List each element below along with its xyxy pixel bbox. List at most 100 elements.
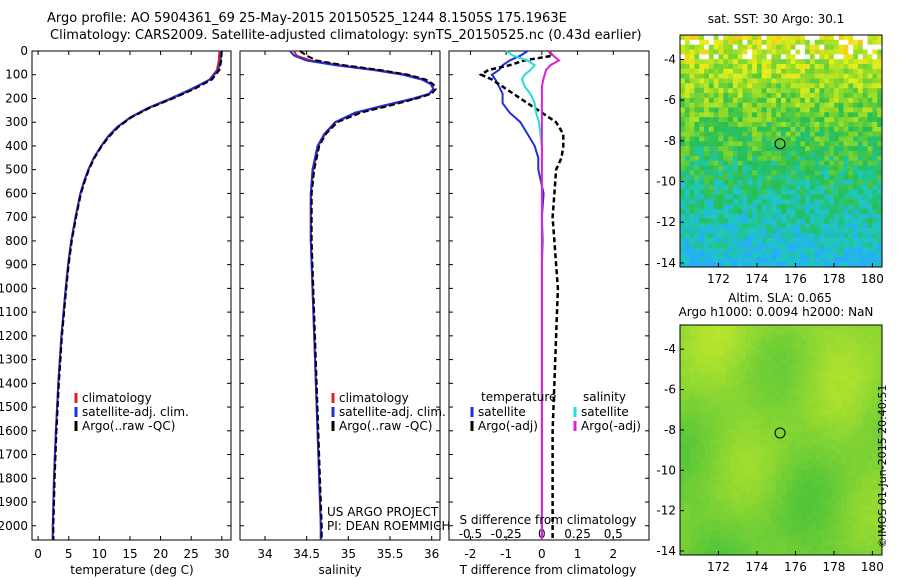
sst-cell	[838, 209, 844, 215]
sla-cell	[745, 505, 752, 511]
sst-cell	[862, 151, 868, 157]
sst-cell	[747, 112, 753, 118]
sla-cell	[851, 395, 858, 401]
sla-cell	[750, 440, 757, 446]
sla-cell	[775, 330, 782, 336]
sst-cell	[747, 35, 753, 41]
sst-cell	[732, 242, 739, 249]
sla-cell	[700, 485, 706, 491]
sla-cell	[876, 395, 883, 401]
sla-cell	[735, 340, 741, 346]
sla-cell	[781, 525, 787, 531]
sla-cell	[861, 325, 868, 331]
sst-cell	[723, 93, 729, 99]
sst-cell	[877, 73, 883, 79]
sst-cell	[853, 165, 859, 171]
sst-cell	[747, 146, 753, 152]
sst-cell	[708, 73, 715, 79]
sst-cell	[862, 233, 868, 239]
sst-cell	[862, 112, 868, 118]
sla-cell	[851, 415, 858, 421]
sst-cell	[781, 209, 787, 215]
sst-cell	[742, 189, 748, 195]
sla-cell	[770, 460, 777, 466]
sla-cell	[685, 545, 691, 551]
sst-cell	[708, 213, 715, 220]
sla-cell	[720, 490, 726, 496]
sla-cell	[806, 430, 812, 436]
sst-cell	[689, 83, 695, 89]
sla-cell	[816, 540, 822, 546]
sla-cell	[735, 355, 741, 361]
sst-cell	[877, 112, 883, 118]
sst-cell	[708, 175, 715, 181]
sla-cell	[770, 525, 777, 531]
sla-cell	[811, 430, 817, 436]
sla-cell	[851, 410, 858, 416]
sla-cell	[690, 400, 696, 406]
sst-cell	[867, 39, 873, 46]
sla-cell	[826, 550, 832, 556]
sst-cell	[680, 107, 686, 113]
sla-cell	[775, 355, 782, 361]
sla-cell	[836, 370, 842, 376]
sst-cell	[761, 262, 767, 268]
sla-cell	[856, 440, 863, 446]
sla-cell	[831, 355, 837, 361]
sst-cell	[766, 257, 772, 263]
sst-map-lon-label: 178	[822, 272, 845, 286]
sla-cell	[740, 350, 747, 356]
sst-cell	[680, 64, 686, 70]
sla-cell	[715, 360, 721, 366]
sst-cell	[732, 93, 739, 99]
sla-cell	[811, 465, 817, 471]
sst-cell	[694, 194, 700, 200]
sla-cell	[775, 460, 782, 466]
sla-cell	[765, 335, 772, 341]
sst-cell	[824, 238, 830, 244]
sla-cell	[750, 340, 757, 346]
sla-cell	[816, 330, 822, 336]
sla-cell	[710, 390, 716, 396]
sst-cell	[704, 107, 710, 113]
sst-cell	[867, 194, 873, 200]
sla-cell	[876, 355, 883, 361]
sla-cell	[745, 485, 752, 491]
sla-cell	[816, 390, 822, 396]
sla-cell	[725, 410, 731, 416]
sla-cell	[846, 500, 853, 506]
sla-cell	[876, 380, 883, 386]
sst-cell	[805, 93, 811, 99]
sst-cell	[723, 49, 729, 55]
sla-cell	[775, 540, 782, 546]
sst-cell	[809, 223, 816, 229]
sst-cell	[838, 107, 844, 113]
sla-cell	[786, 525, 792, 531]
sst-cell	[723, 170, 729, 176]
sla-cell	[806, 520, 812, 526]
sst-cell	[867, 242, 873, 249]
sst-cell	[857, 126, 864, 133]
sla-cell	[796, 400, 802, 406]
sst-cell	[747, 257, 753, 263]
sla-cell	[705, 490, 711, 496]
sst-cell	[718, 247, 724, 253]
sla-cell	[770, 390, 777, 396]
sla-cell	[801, 450, 807, 456]
sst-cell	[867, 238, 873, 244]
sst-cell	[809, 102, 816, 108]
sst-cell	[814, 223, 820, 229]
sst-cell	[742, 184, 748, 191]
sst-cell	[689, 49, 695, 55]
sst-cell	[877, 194, 883, 200]
sla-cell	[710, 490, 716, 496]
sst-cell	[843, 252, 849, 258]
sst-cell	[872, 93, 878, 99]
sst-cell	[800, 102, 806, 108]
sla-cell	[735, 475, 741, 481]
sst-cell	[829, 126, 835, 133]
sla-cell	[816, 470, 822, 476]
sst-cell	[781, 107, 787, 113]
sst-cell	[766, 204, 772, 210]
sst-cell	[862, 252, 868, 258]
